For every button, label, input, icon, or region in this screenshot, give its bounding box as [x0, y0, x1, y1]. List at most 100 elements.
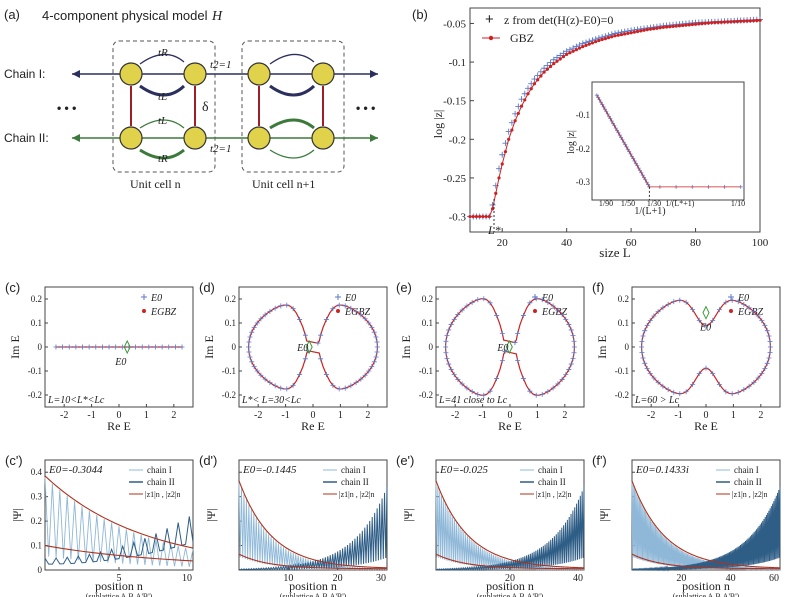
envelope-z2 — [238, 553, 388, 570]
e0-point — [677, 391, 683, 397]
gbz-point — [478, 214, 482, 219]
e0-point — [358, 312, 364, 318]
spectrum-xtick-label: 2 — [365, 410, 370, 421]
chain2-label: Chain II: — [4, 131, 49, 145]
node-A-n1 — [247, 62, 271, 86]
spectrum-ytick-label: 0.1 — [225, 318, 236, 328]
e0-point — [315, 340, 321, 346]
spectrum-ytick-label: 0.2 — [225, 294, 236, 304]
panel-a: (a) 4-component physical model H Chain I… — [4, 7, 378, 191]
panel-b-xlabel: size L — [599, 245, 630, 260]
e0-point — [571, 350, 577, 356]
e0-point — [566, 366, 572, 372]
e0-point — [290, 382, 296, 388]
label-tL-top: tL — [158, 91, 167, 103]
e0-point — [366, 320, 372, 326]
e0-point — [644, 365, 650, 371]
e0-point — [481, 392, 487, 398]
e0-point — [762, 323, 768, 329]
gbz-point — [529, 87, 533, 91]
chain2-curve — [631, 486, 781, 572]
e0-point — [640, 355, 646, 361]
e0-point — [297, 371, 303, 377]
gbz-point — [655, 26, 659, 30]
spectrum-xtick-label: 0 — [508, 410, 513, 421]
e0-point — [353, 308, 359, 314]
e0-point — [766, 333, 772, 339]
inset-ytick-1: -0.1 — [576, 110, 590, 120]
node-A-n — [119, 62, 143, 86]
spectrum-ylabel: Im E — [595, 335, 609, 359]
e0-point — [651, 375, 657, 381]
e0-marker — [702, 305, 710, 320]
e0-point — [729, 391, 735, 397]
gbz-point — [484, 214, 488, 219]
chain1-curve — [435, 481, 585, 572]
e0-point — [755, 313, 761, 319]
gbz-point — [710, 21, 714, 25]
gbz-point — [500, 162, 504, 166]
gbz-point — [693, 22, 698, 26]
inset-ytick-2: -0.2 — [576, 144, 590, 154]
wave-panel-label: (f') — [592, 453, 607, 468]
gbz-point — [610, 35, 614, 39]
e0-point — [172, 344, 178, 350]
gbz-point — [755, 18, 759, 23]
gbz-point — [632, 30, 636, 34]
e0-point — [696, 317, 702, 323]
spectrum-ytick-label: 0 — [38, 342, 43, 352]
e0-point — [246, 349, 252, 355]
chain1-arrow-right — [370, 70, 378, 78]
e0-point — [655, 309, 661, 315]
panel-b-xticks: 20 40 60 80 100 — [497, 228, 769, 249]
e0-point — [348, 305, 354, 311]
e0-point — [729, 297, 735, 303]
gbz-point — [565, 52, 569, 56]
hop-tR-bot-2 — [269, 149, 315, 159]
gbz-point — [648, 27, 653, 31]
e0-point — [284, 302, 290, 308]
legend-egbz-marker — [729, 309, 733, 313]
gbz-point — [719, 20, 723, 24]
gbz-point — [597, 38, 601, 43]
gbz-point — [584, 43, 588, 47]
gbz-point — [713, 20, 717, 25]
gbz-point — [561, 55, 566, 59]
gbz-point — [523, 98, 527, 102]
gbz-point — [687, 23, 691, 27]
e0-marker — [123, 339, 131, 355]
e0-point — [446, 327, 452, 333]
gbz-point — [706, 21, 711, 25]
e0-point — [741, 301, 747, 307]
gbz-point — [658, 26, 662, 30]
e0-point — [254, 320, 260, 326]
label-tL-bot: tL — [158, 115, 167, 127]
wave-sublabel: (sublattice A,B,A'B') — [280, 592, 347, 597]
wave-sublabel: (sublattice A,B,A'B') — [477, 592, 544, 597]
gbz-point — [494, 191, 498, 195]
legend-chain2: chain II — [147, 477, 175, 487]
spectrum-xlabel: Re E — [107, 419, 131, 433]
e0-point — [262, 376, 268, 382]
e0-point — [755, 375, 761, 381]
e0-marker — [505, 339, 513, 355]
gbz-point — [619, 32, 624, 37]
spectrum-panel-f: (f) 0.2 0.1 0 -0.1 -0.2 -2 -1 0 1 2 Re E Im E E0 EGBZ L… — [592, 280, 781, 433]
e0-point — [723, 389, 729, 395]
e0-point — [66, 344, 72, 350]
gbz-point — [558, 57, 562, 61]
gbz-point — [626, 31, 630, 35]
dots-left: • • • — [57, 101, 76, 115]
spectrum-xtick-label: 1 — [731, 410, 736, 421]
e0-point — [459, 307, 465, 313]
e0-point — [527, 300, 533, 306]
e0-point — [302, 356, 308, 362]
spectrum-frame — [435, 286, 585, 408]
legend-e0-marker — [141, 294, 147, 300]
gbz-point — [568, 51, 572, 55]
legend-egbz: EGBZ — [150, 307, 176, 318]
panel-b: (b) -0.05 -0.1 -0.15 -0.2 -0.25 -0.3 20 40 60 80… — [412, 7, 769, 260]
e0-point — [539, 391, 545, 397]
gbz-point — [623, 32, 627, 36]
gbz-point — [671, 24, 675, 28]
